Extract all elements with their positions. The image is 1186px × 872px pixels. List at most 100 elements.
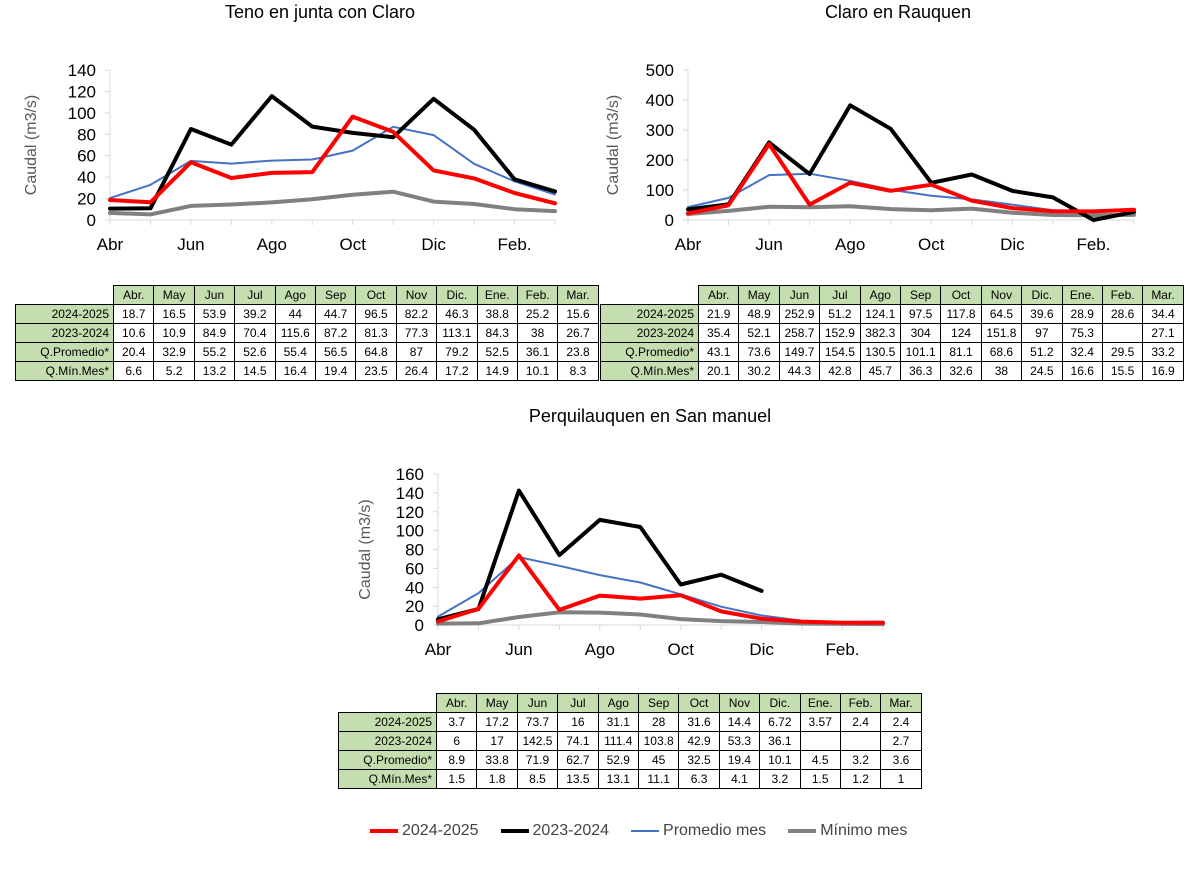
table-row-label: Q.Mín.Mes* (338, 769, 437, 789)
table-cell: 64.5 (980, 304, 1023, 324)
data-table-perquilauquen: Abr. May Jun Jul Ago Sep Oct Nov Dic. Ene. Feb. Mar… (338, 693, 922, 789)
x-tick-label: Jun (755, 235, 782, 254)
table-cell: 87.2 (314, 323, 357, 343)
table-month-header: Sep (314, 285, 357, 305)
y-tick-label: 60 (405, 559, 424, 578)
table-cell: 252.9 (778, 304, 821, 324)
table-cell: 97.5 (899, 304, 942, 324)
table-cell: 4.5 (799, 750, 841, 770)
table-month-header: May (153, 285, 195, 305)
series-line-s2023 (436, 488, 764, 622)
y-tick-label: 0 (665, 211, 674, 230)
table-month-header: Oct (678, 693, 720, 713)
table-cell: 117.8 (940, 304, 982, 324)
table-month-header: Jul (819, 285, 861, 305)
table-month-header: Dic. (759, 693, 801, 713)
y-tick-label: 120 (396, 503, 424, 522)
table-cell: 36.1 (516, 342, 559, 362)
table-row-label: 2023-2024 (338, 731, 437, 751)
table-row-label: 2024-2025 (338, 712, 437, 732)
table-cell: 25.2 (516, 304, 559, 324)
table-row-label: 2023-2024 (15, 323, 114, 343)
table-cell: 53.3 (718, 731, 761, 751)
table-cell: 81.3 (355, 323, 397, 343)
table-cell: 10.9 (153, 323, 195, 343)
table-cell: 32.9 (153, 342, 195, 362)
table-month-header: Feb. (1101, 285, 1144, 305)
table-cell: 16.5 (153, 304, 195, 324)
table-cell: 53.9 (193, 304, 236, 324)
table-cell: 13.1 (597, 769, 639, 789)
table-cell: 23.5 (355, 361, 397, 381)
table-cell: 15.5 (1101, 361, 1144, 381)
table-row: Q.Promedio* 20.4 32.9 55.2 52.6 55.4 56.5 64.8 8… (15, 342, 599, 362)
table-cell: 74.1 (557, 731, 599, 751)
table-cell: 55.4 (274, 342, 316, 362)
table-cell: 34.4 (1142, 304, 1184, 324)
table-cell: 3.2 (839, 750, 882, 770)
chart-title-claro: Claro en Rauquen (824, 2, 972, 22)
table-row: Q.Mín.Mes* 1.5 1.8 8.5 13.5 13.1 11.1 6.3 4.1 3.2… (338, 769, 922, 789)
legend-item-minimo-mes: Mínimo mes (788, 822, 907, 840)
y-axis-label: Caudal (m3/s) (605, 95, 622, 195)
table-cell: 35.4 (697, 323, 740, 343)
y-tick-label: 140 (396, 484, 424, 503)
table-cell (839, 731, 882, 751)
table-cell: 19.4 (314, 361, 357, 381)
table-cell: 304 (899, 323, 942, 343)
y-axis-label: Caudal (m3/s) (23, 95, 40, 195)
y-tick-label: 60 (77, 147, 96, 166)
table-row: 2023-2024 6 17 142.5 74.1 111.4 103.8 42.9 53.3 3… (338, 731, 922, 751)
table-cell: 87 (395, 342, 438, 362)
y-tick-label: 40 (77, 168, 96, 187)
table-cell: 97 (1021, 323, 1063, 343)
table-month-header: Ene. (799, 693, 841, 713)
table-cell: 2.4 (880, 712, 922, 732)
table-row: 2024-2025 18.7 16.5 53.9 39.2 44 44.7 96.5 82.2 4… (15, 304, 599, 324)
table-cell: 44 (274, 304, 316, 324)
table-cell: 28 (637, 712, 680, 732)
table-cell: 16.4 (274, 361, 316, 381)
table-month-header: Jun (516, 693, 559, 713)
table-row: 2023-2024 35.4 52.1 258.7 152.9 382.3 304 124 15… (600, 323, 1184, 343)
table-cell: 39.6 (1021, 304, 1063, 324)
table-cell: 33.8 (476, 750, 518, 770)
table-cell: 154.5 (819, 342, 861, 362)
table-cell: 1.5 (799, 769, 841, 789)
table-cell: 18.7 (112, 304, 155, 324)
table-cell: 10.1 (516, 361, 559, 381)
table-cell: 16 (557, 712, 599, 732)
table-cell: 56.5 (314, 342, 357, 362)
table-cell: 14.4 (718, 712, 761, 732)
table-cell: 16.6 (1061, 361, 1103, 381)
table-cell: 20.4 (112, 342, 155, 362)
table-cell: 13.2 (193, 361, 236, 381)
table-month-header: Ago (859, 285, 901, 305)
table-cell: 73.7 (516, 712, 559, 732)
table-cell: 32.5 (678, 750, 720, 770)
x-tick-label: Dic (749, 640, 774, 659)
table-row-label: Q.Promedio* (15, 342, 114, 362)
table-month-header: Dic. (1021, 285, 1063, 305)
y-tick-label: 80 (77, 125, 96, 144)
x-tick-label: Ago (835, 235, 865, 254)
table-cell: 2.7 (880, 731, 922, 751)
table-cell: 51.2 (1021, 342, 1063, 362)
table-cell: 17 (476, 731, 518, 751)
table-cell: 24.5 (1021, 361, 1063, 381)
table-cell: 82.2 (395, 304, 438, 324)
table-row: Q.Mín.Mes* 6.6 5.2 13.2 14.5 16.4 19.4 23.5 26.4… (15, 361, 599, 381)
x-tick-label: Dic (421, 235, 446, 254)
series-line-promedio (437, 556, 884, 623)
table-cell: 19.4 (718, 750, 761, 770)
table-cell: 3.2 (759, 769, 801, 789)
x-tick-label: Feb. (1076, 235, 1110, 254)
table-month-header: Jul (557, 693, 599, 713)
table-cell: 6.6 (112, 361, 155, 381)
table-cell: 48.9 (738, 304, 780, 324)
table-month-header: Ene. (1061, 285, 1103, 305)
table-cell: 75.3 (1061, 323, 1103, 343)
table-cell: 36.1 (759, 731, 801, 751)
x-tick-label: Oct (340, 235, 367, 254)
chart-legend: 2024-2025 2023-2024 Promedio mes Mínimo … (370, 822, 929, 840)
